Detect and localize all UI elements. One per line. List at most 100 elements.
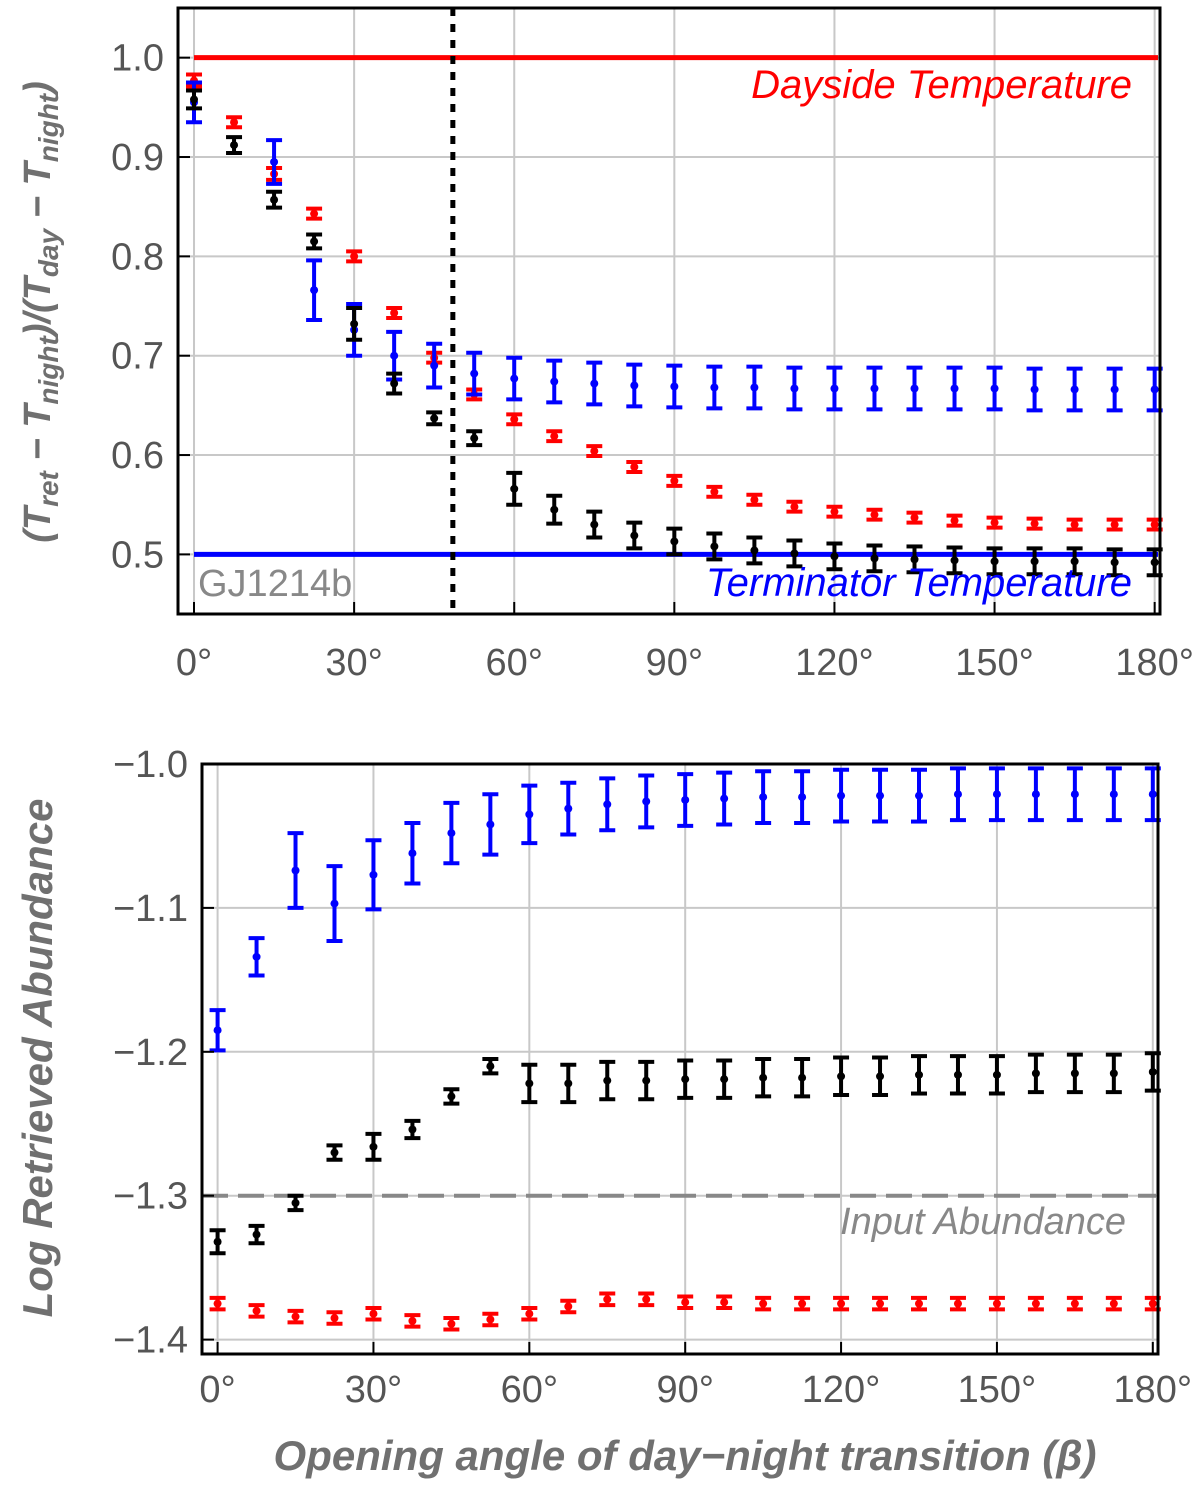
abundance-x-tick-label: 30° — [345, 1369, 402, 1411]
temperature-x-tick-label: 90° — [646, 642, 703, 684]
temperature-panel: 0.5 0.6 0.7 0.8 0.9 1.0 0° 30° 60° 90° 120° 150° 18… — [17, 6, 1194, 684]
temperature-data-point — [906, 365, 923, 412]
temperature-data-point — [866, 365, 883, 412]
data-marker — [750, 546, 759, 555]
data-marker — [837, 791, 846, 800]
data-marker — [603, 1076, 612, 1085]
data-marker — [510, 374, 519, 383]
data-marker — [710, 383, 719, 392]
data-marker — [525, 810, 534, 819]
temperature-data-point — [186, 88, 203, 111]
data-marker — [870, 554, 879, 563]
data-marker — [550, 432, 559, 441]
data-marker — [720, 1298, 729, 1307]
data-marker — [369, 1142, 378, 1151]
temperature-data-point — [546, 358, 563, 405]
abundance-data-point — [638, 773, 655, 830]
data-marker — [470, 434, 479, 443]
temperature-data-point — [946, 513, 963, 528]
data-marker — [330, 1148, 339, 1157]
abundance-x-tick-label: 180° — [1113, 1369, 1192, 1411]
data-marker — [252, 1306, 261, 1315]
data-marker — [1030, 385, 1039, 394]
data-marker — [642, 797, 651, 806]
temperature-data-point — [226, 115, 243, 130]
temperature-data-point — [466, 429, 483, 448]
data-marker — [1070, 385, 1079, 394]
data-marker — [390, 308, 399, 317]
abundance-data-point — [755, 1295, 772, 1312]
abundance-y-tick-label: −1.0 — [113, 744, 188, 786]
data-marker — [310, 209, 319, 218]
data-marker — [1031, 1069, 1040, 1078]
data-marker — [369, 870, 378, 879]
abundance-data-point — [521, 1305, 538, 1322]
abundance-data-point — [248, 1223, 265, 1246]
abundance-data-point — [677, 1294, 694, 1310]
data-marker — [408, 1125, 417, 1134]
abundance-data-point — [1027, 766, 1044, 823]
data-marker — [876, 1299, 885, 1308]
temperature-x-tick-label: 120° — [795, 642, 874, 684]
temperature-data-point — [786, 538, 803, 569]
data-marker — [910, 513, 919, 522]
data-marker — [710, 487, 719, 496]
ylabel-text: ) — [17, 81, 59, 98]
data-marker — [1070, 557, 1079, 566]
data-marker — [681, 795, 690, 804]
abundance-data-point — [443, 1087, 460, 1106]
abundance-data-point — [560, 1298, 577, 1315]
data-marker — [1031, 790, 1040, 799]
abundance-data-point — [326, 864, 343, 943]
temperature-x-tick-label: 180° — [1115, 642, 1194, 684]
data-marker — [1030, 557, 1039, 566]
data-marker — [950, 556, 959, 565]
temperature-data-point — [946, 545, 963, 576]
temperature-data-point — [386, 306, 403, 320]
temperature-data-point — [506, 470, 523, 507]
data-marker — [350, 319, 359, 328]
data-marker — [291, 866, 300, 875]
abundance-data-point — [833, 767, 850, 824]
abundance-data-point — [949, 1054, 966, 1096]
temperature-y-tick-label: 0.9 — [111, 137, 164, 179]
data-marker — [910, 555, 919, 564]
temperature-data-point — [466, 350, 483, 397]
data-marker — [330, 1314, 339, 1323]
data-marker — [876, 1072, 885, 1081]
data-marker — [830, 507, 839, 516]
abundance-data-point — [287, 1193, 304, 1213]
abundance-data-point — [988, 766, 1005, 823]
data-marker — [790, 549, 799, 558]
data-marker — [213, 1026, 222, 1035]
data-marker — [213, 1299, 222, 1308]
data-marker — [525, 1079, 534, 1088]
data-marker — [837, 1072, 846, 1081]
temperature-data-point — [306, 258, 323, 322]
data-marker — [910, 384, 919, 393]
data-marker — [990, 557, 999, 566]
temperature-data-point — [506, 355, 523, 402]
data-marker — [310, 237, 319, 246]
abundance-x-tick-label: 90° — [656, 1369, 713, 1411]
temperature-data-point — [626, 362, 643, 409]
data-marker — [369, 1309, 378, 1318]
abundance-data-point — [716, 1058, 733, 1100]
temperature-data-point — [306, 232, 323, 251]
input-abundance-label: Input Abundance — [840, 1201, 1126, 1243]
abundance-data-point — [1105, 766, 1122, 823]
temperature-data-point — [666, 363, 683, 410]
abundance-data-point — [872, 1055, 889, 1097]
abundance-data-point — [677, 772, 694, 828]
abundance-data-point — [482, 792, 499, 857]
abundance-panel: −1.4 −1.3 −1.2 −1.1 −1.0 0° 30° 60° 90° 120° 150°… — [14, 744, 1192, 1479]
ylabel-text: − T — [17, 160, 59, 229]
data-marker — [1070, 520, 1079, 529]
ylabel-text: (T — [17, 504, 59, 543]
data-marker — [1150, 520, 1159, 529]
data-marker — [953, 1070, 962, 1079]
data-marker — [390, 379, 399, 388]
abundance-data-point — [560, 1062, 577, 1105]
abundance-data-point — [365, 838, 382, 912]
abundance-data-point — [365, 1305, 382, 1322]
